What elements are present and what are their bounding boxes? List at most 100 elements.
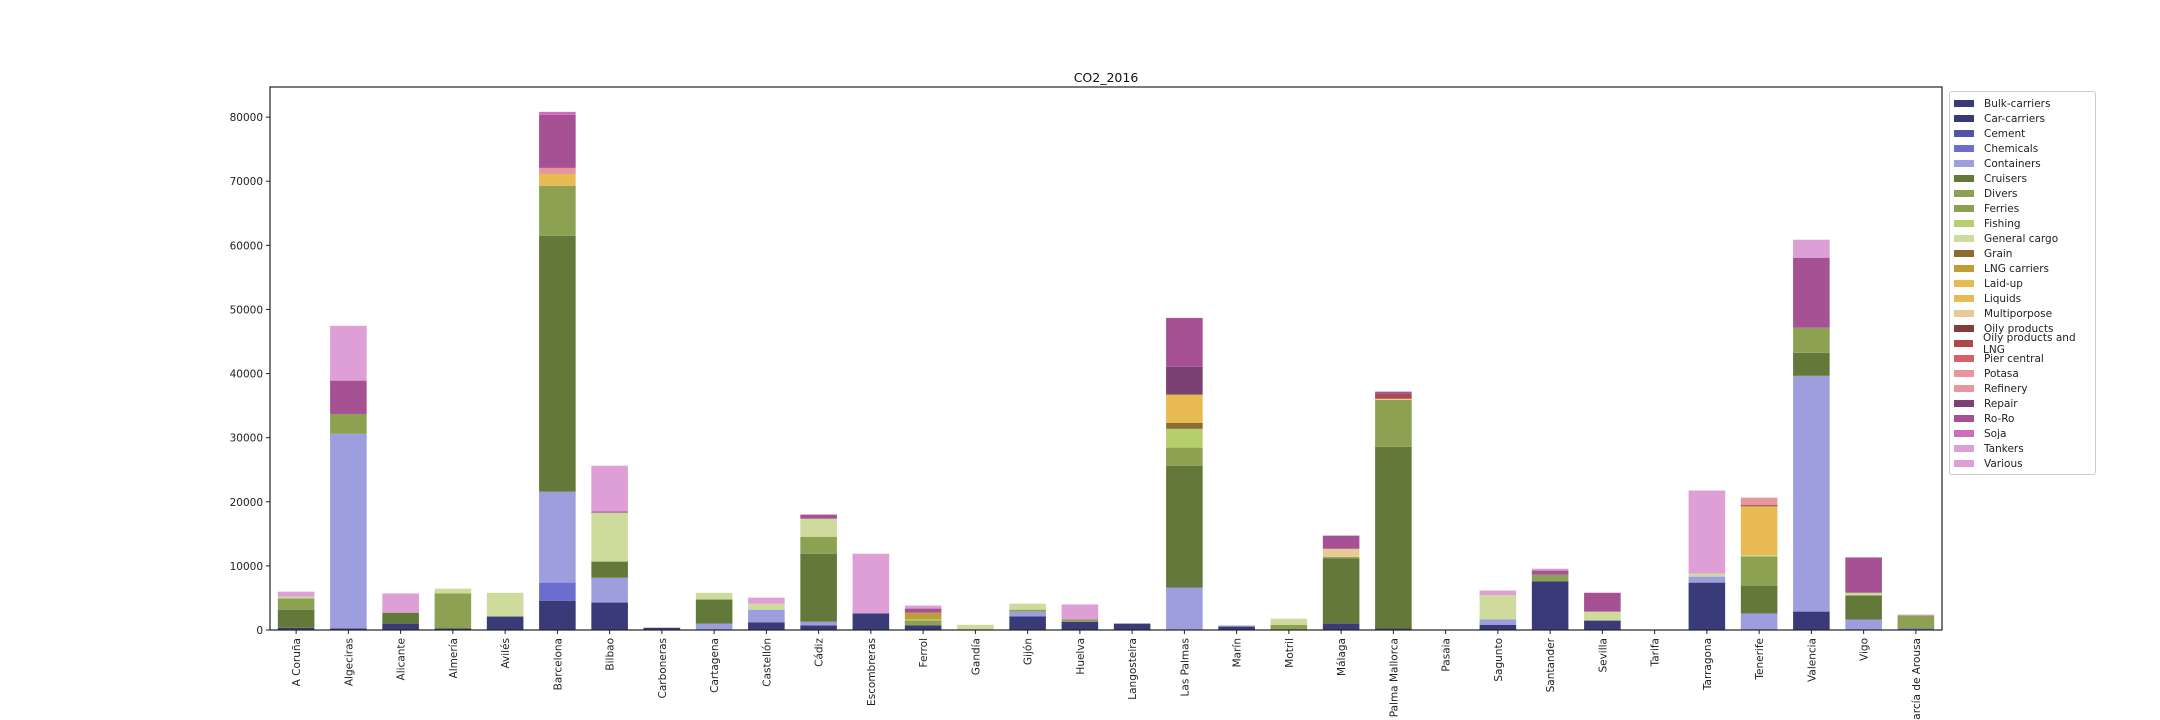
legend-label: Containers — [1984, 157, 2041, 170]
bar-segment — [643, 627, 681, 630]
bar-segment — [1270, 618, 1308, 625]
legend-item: Fishing — [1950, 216, 2095, 231]
bar-segment — [748, 597, 785, 604]
bar-segment — [1375, 446, 1412, 629]
bar-segment — [539, 491, 576, 583]
x-tick-label: Tarragona — [1702, 638, 1714, 691]
bar-segment — [1375, 393, 1412, 399]
legend-swatch — [1954, 205, 1974, 212]
bar-segment — [486, 592, 524, 617]
bar-segment — [1009, 611, 1046, 617]
x-tick-label: Almería — [448, 638, 460, 678]
bar-segment — [591, 602, 628, 630]
bar-segment — [800, 553, 837, 622]
bar-segment — [591, 511, 628, 513]
bar-segment — [800, 514, 837, 519]
bar-segment — [1688, 576, 1726, 583]
bar-segment — [434, 628, 472, 630]
x-tick-label: Ferrol — [918, 638, 930, 668]
legend-label: Oily products and LNG — [1983, 331, 2076, 356]
legend-label: Car-carriers — [1984, 112, 2046, 125]
legend: Bulk-carriers Car-carriers Cement Chemicals… — [1949, 91, 2096, 475]
bar-segment — [539, 173, 576, 186]
y-tick-label: 10000 — [230, 561, 263, 573]
bar-segment — [539, 167, 576, 174]
bar-segment — [539, 114, 576, 168]
x-tick-label: Escombreras — [866, 638, 878, 706]
bar-segment — [1740, 497, 1778, 506]
bar-segment — [695, 599, 733, 624]
bar-segment — [539, 582, 576, 601]
bar-segment — [1688, 490, 1726, 574]
legend-item: Grain — [1950, 246, 2095, 261]
bar-segment — [1322, 623, 1360, 630]
x-tick-label: Langosteira — [1127, 638, 1139, 700]
legend-item: Oily products and LNG — [1950, 332, 2095, 356]
bar-segment — [1740, 505, 1778, 507]
legend-label: Grain — [1984, 247, 2013, 260]
legend-swatch — [1954, 460, 1974, 467]
legend-label: Potasa — [1984, 367, 2019, 380]
bar-segment — [382, 612, 419, 624]
bar-segment — [957, 624, 994, 630]
bar-segment — [1166, 447, 1203, 466]
x-tick-label: Valencia — [1806, 638, 1818, 682]
y-tick-label: 30000 — [230, 433, 263, 445]
legend-label: Cement — [1984, 127, 2026, 140]
legend-item: Cruisers — [1950, 171, 2095, 186]
legend-item: Multiporpose — [1950, 306, 2095, 321]
x-tick-label: Pasaia — [1441, 638, 1453, 672]
legend-label: Liquids — [1984, 292, 2022, 305]
bar-segment — [1009, 603, 1046, 610]
bar-segment — [1740, 585, 1778, 614]
legend-item: Pier central — [1950, 351, 2095, 366]
bar-segment — [800, 621, 837, 626]
bar-segment — [330, 325, 367, 381]
bar-segment — [1740, 555, 1778, 557]
legend-swatch — [1954, 250, 1974, 257]
bar-segment — [1375, 391, 1412, 394]
bar-segment — [695, 592, 733, 600]
bar-segment — [1166, 317, 1203, 367]
bar-segment — [330, 413, 367, 434]
legend-swatch — [1954, 100, 1974, 107]
legend-label: Tankers — [1984, 442, 2024, 455]
bar-segment — [1322, 558, 1360, 624]
y-tick-label: 80000 — [230, 112, 263, 124]
bar-segment — [904, 620, 942, 626]
bar-segment — [1584, 620, 1621, 630]
bar-segment — [434, 588, 472, 594]
x-tick-label: Avilés — [500, 638, 512, 669]
bar-segment — [277, 627, 315, 630]
legend-label: Multiporpose — [1984, 307, 2053, 320]
legend-swatch — [1954, 430, 1974, 437]
legend-label: Repair — [1984, 397, 2018, 410]
legend-swatch — [1954, 175, 1974, 182]
x-tick-label: Vilagarcía de Arousa — [1911, 638, 1923, 720]
x-axis: A Coruña Algeciras Alicante Almería Avilés Ba… — [291, 630, 1923, 720]
y-axis: 0 10000 20000 30000 40000 50000 60000 70000 8000… — [230, 112, 270, 637]
x-tick-label: A Coruña — [291, 638, 303, 686]
legend-label: General cargo — [1984, 232, 2059, 245]
bar-segment — [904, 625, 942, 630]
bar-segment — [852, 553, 890, 614]
legend-item: Tankers — [1950, 441, 2095, 456]
legend-swatch — [1954, 415, 1974, 422]
legend-item: Potasa — [1950, 366, 2095, 381]
legend-item: Containers — [1950, 156, 2095, 171]
legend-item: General cargo — [1950, 231, 2095, 246]
legend-item: Refinery — [1950, 381, 2095, 396]
x-tick-label: Sevilla — [1597, 638, 1609, 673]
legend-item: Ro-Ro — [1950, 411, 2095, 426]
bar-segment — [1688, 573, 1726, 577]
y-tick-label: 60000 — [230, 240, 263, 252]
legend-swatch — [1954, 400, 1974, 407]
bar-segment — [1793, 375, 1830, 612]
legend-label: Oily products — [1984, 322, 2054, 335]
legend-label: Refinery — [1984, 382, 2028, 395]
bar-segment — [1479, 619, 1517, 625]
bar-segment — [1531, 581, 1569, 630]
x-tick-label: Algeciras — [343, 638, 355, 686]
x-tick-label: Carboneras — [657, 638, 669, 699]
